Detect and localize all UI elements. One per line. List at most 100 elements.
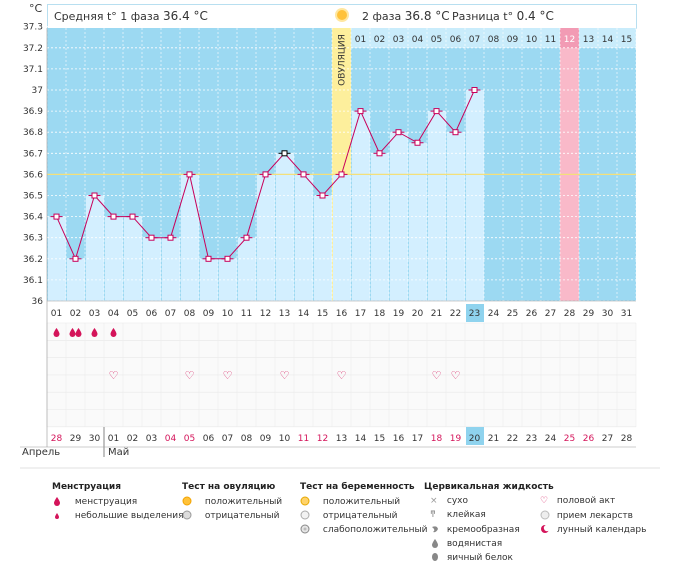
calendar-date: 08 — [241, 434, 253, 444]
calendar-date: 07 — [222, 434, 233, 444]
legend-label: лунный календарь — [556, 524, 647, 535]
legend-ovulation-negative: отрицательный — [182, 510, 280, 521]
temperature-point — [452, 129, 459, 136]
legend-cervical-title: Цервикальная жидкость — [424, 482, 554, 492]
cycle-day-label: 15 — [317, 309, 328, 319]
heart-icon: ♡ — [223, 369, 233, 382]
cycle-day-label: 24 — [488, 309, 500, 319]
legend-label: яичный белок — [446, 552, 513, 563]
highlight-column — [560, 28, 579, 301]
y-tick-label: 36 — [32, 297, 44, 307]
phase2-day-number: 08 — [488, 35, 500, 45]
menstruation-drop-icon — [110, 328, 117, 337]
cycle-day-label: 18 — [374, 309, 386, 319]
ovulation-test-positive-icon — [182, 496, 192, 506]
cycle-day-label: 29 — [583, 309, 595, 319]
cycle-day-label: 06 — [146, 309, 158, 319]
calendar-date: 06 — [203, 434, 215, 444]
cycle-day-label: 21 — [431, 309, 442, 319]
y-tick-label: 36.2 — [23, 255, 43, 265]
legend-menstruation-title: Менструация — [52, 482, 121, 492]
egg-white-icon — [432, 553, 438, 561]
cycle-day-label: 16 — [336, 309, 348, 319]
cycle-day-label: 28 — [564, 309, 576, 319]
temperature-point — [433, 108, 440, 115]
temperature-bar — [352, 111, 370, 301]
small-drop-icon — [55, 513, 59, 519]
legend-label: менструация — [74, 496, 138, 507]
calendar-date: 18 — [431, 434, 443, 444]
temperature-point — [414, 139, 421, 146]
cycle-day-label: 11 — [241, 309, 252, 319]
cross-icon: × — [430, 496, 438, 506]
cycle-day-label: 13 — [279, 309, 290, 319]
y-tick-label: 36.4 — [23, 213, 43, 223]
temperature-point — [186, 171, 193, 178]
menstruation-drop-icon — [53, 328, 60, 337]
moon-icon — [541, 524, 551, 533]
heart-icon: ♡ — [451, 369, 461, 382]
calendar-date: 14 — [355, 434, 367, 444]
heart-icon: ♡ — [280, 369, 290, 382]
legend-cervical-eggwhite: яичный белок — [430, 552, 513, 563]
cycle-day-label: 22 — [450, 309, 461, 319]
temperature-bar — [143, 237, 161, 301]
cycle-day-label: 19 — [393, 309, 405, 319]
phase2-highlight-cell — [560, 28, 579, 48]
month-next-label: Май — [108, 447, 130, 458]
phase2-day-number: 13 — [583, 35, 594, 45]
calendar-date: 04 — [165, 434, 177, 444]
cycle-day-label: 14 — [298, 309, 310, 319]
legend-cervical-creamy: кремообразная — [430, 524, 520, 535]
phase2-day-number: 15 — [621, 35, 632, 45]
phase2-day-number: 03 — [393, 35, 404, 45]
diff-value: 0.4 °C — [516, 9, 554, 23]
temperature-point — [262, 171, 269, 178]
temperature-point — [91, 192, 98, 199]
legend-label: клейкая — [446, 510, 486, 520]
y-tick-label: 36.6 — [23, 170, 43, 180]
calendar-date: 25 — [564, 434, 575, 444]
legend-pregnancy-test-title: Тест на беременность — [300, 482, 415, 492]
legend-medication: прием лекарств — [540, 510, 633, 521]
cycle-day-label: 25 — [507, 309, 518, 319]
legend-label: отрицательный — [204, 510, 280, 521]
calendar-date: 17 — [412, 434, 423, 444]
calendar-date: 20 — [469, 434, 481, 444]
cycle-day-label: 23 — [469, 309, 480, 319]
temperature-bar — [238, 237, 256, 301]
legend-cervical-watery: водянистая — [430, 538, 502, 549]
y-tick-label: 37.3 — [23, 23, 43, 33]
temperature-point — [72, 255, 79, 262]
phase2-day-number: 06 — [450, 35, 462, 45]
current-day-marker — [466, 304, 484, 322]
legend-label: положительный — [322, 496, 401, 507]
bbt-chart: 37.3 37.2 37.1 37 36.9 36.8 36.7 36.6 36.5 36.4 36… — [20, 23, 660, 469]
legend-label: половой акт — [556, 496, 616, 506]
phase1-average: Средняя t° 1 фаза 36.4 °C — [54, 9, 208, 23]
phase2-day-number: 02 — [374, 35, 385, 45]
cycle-day-label: 20 — [412, 309, 424, 319]
calendar-date: 10 — [279, 434, 291, 444]
legend-label: небольшие выделения — [74, 510, 184, 521]
calendar-date: 24 — [545, 434, 557, 444]
phase2-day-number: 04 — [412, 35, 424, 45]
phase2-day-number: 11 — [545, 35, 556, 45]
sticky-icon: ͳ — [430, 510, 436, 520]
y-tick-label: 37.2 — [23, 44, 43, 54]
temperature-point — [319, 192, 326, 199]
cycle-day-label: 10 — [222, 309, 234, 319]
current-date-marker — [466, 427, 484, 445]
legend-moon: лунный календарь — [540, 524, 646, 535]
legend-label: кремообразная — [446, 524, 520, 535]
legend-label: водянистая — [446, 538, 503, 549]
cycle-day-label: 03 — [89, 309, 100, 319]
legend-label: положительный — [204, 496, 283, 507]
temperature-point — [243, 234, 250, 241]
calendar-date: 09 — [260, 434, 272, 444]
y-tick-label: 36.8 — [23, 128, 43, 138]
watery-icon — [432, 539, 438, 548]
calendar-date: 05 — [184, 434, 195, 444]
legend-spotting-item: небольшие выделения — [52, 510, 184, 521]
temperature-point — [395, 129, 402, 136]
